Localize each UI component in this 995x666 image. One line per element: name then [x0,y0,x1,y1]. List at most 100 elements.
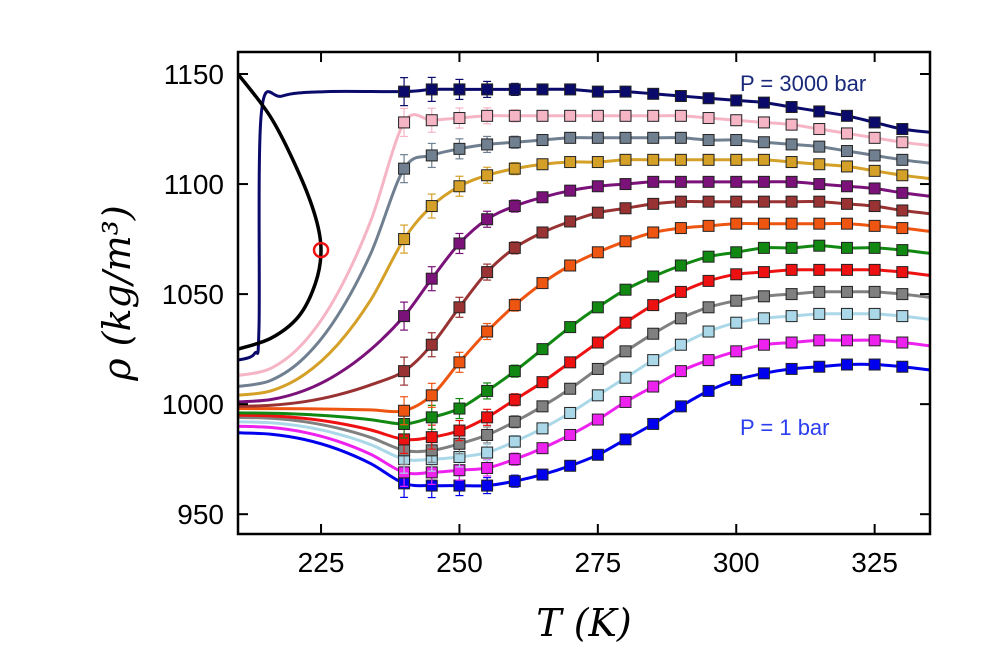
data-point [508,83,521,96]
data-point [757,116,770,129]
data-point [398,116,411,129]
data-point [619,371,632,384]
data-point [674,365,687,378]
data-point [619,85,632,98]
data-point [536,422,549,435]
x-axis-title: T (K) [536,601,631,645]
data-point [702,219,715,232]
data-point [674,285,687,298]
data-point [702,195,715,208]
data-point [481,109,494,122]
data-point [619,433,632,446]
data-point [840,285,853,298]
data-point [840,145,853,158]
data-point [536,134,549,147]
x-tick-label: 275 [574,547,621,578]
data-point [868,263,881,276]
data-point [896,336,909,349]
data-point [702,92,715,105]
density-curve [238,158,930,397]
data-point [591,301,604,314]
data-point [840,241,853,254]
data-point [508,299,521,312]
data-point [481,411,494,424]
y-tick-label: 1000 [162,389,224,420]
data-point [674,109,687,122]
data-point [730,134,743,147]
data-point [647,354,660,367]
data-point [840,217,853,230]
data-point [813,285,826,298]
data-point [868,285,881,298]
data-point [868,149,881,162]
data-point [730,153,743,166]
x-tick-label: 225 [298,547,345,578]
plot-frame [236,50,932,536]
data-point [564,109,577,122]
data-point [868,307,881,320]
data-point [591,85,604,98]
y-tick-label: 1100 [164,169,224,200]
data-point [481,138,494,151]
data-point [702,112,715,125]
data-point [785,118,798,131]
data-point [536,343,549,356]
x-tick-label: 325 [851,547,898,578]
data-point [453,237,466,250]
data-point [868,164,881,177]
y-axis-title: ρ (kg/m³) [95,205,139,382]
data-point [425,200,438,213]
data-point [757,241,770,254]
data-point [840,160,853,173]
data-point [674,153,687,166]
data-point [619,109,632,122]
data-point [536,158,549,171]
data-point [674,400,687,413]
annotation-high-pressure: P = 3000 bar [740,71,866,96]
data-point [619,395,632,408]
data-point [840,127,853,140]
data-point [425,431,438,444]
data-point [398,85,411,98]
data-point [813,239,826,252]
data-point [757,367,770,380]
data-point [730,175,743,188]
data-point [536,226,549,239]
data-point [757,312,770,325]
data-point [896,153,909,166]
data-point [508,200,521,213]
data-point [868,131,881,144]
data-point [757,338,770,351]
data-point [481,213,494,226]
data-point [619,153,632,166]
data-point [896,222,909,235]
critical-point-marker [312,241,330,259]
annotation-low-pressure: P = 1 bar [740,415,830,440]
data-point [591,362,604,375]
data-point [730,246,743,259]
data-point [536,442,549,455]
data-point [453,301,466,314]
data-point [591,246,604,259]
data-point [453,180,466,193]
data-point [453,83,466,96]
data-point [813,105,826,118]
data-point [647,87,660,100]
data-point [813,140,826,153]
data-point [591,336,604,349]
data-point [398,404,411,417]
data-point [508,162,521,175]
data-point [564,428,577,441]
data-point [757,217,770,230]
data-point [647,270,660,283]
data-point [508,415,521,428]
density-curve [238,338,930,476]
data-point [813,123,826,136]
data-point [896,360,909,373]
data-point [481,169,494,182]
data-point [564,382,577,395]
data-point [398,162,411,175]
data-point [757,195,770,208]
data-point [564,156,577,169]
data-point [785,175,798,188]
